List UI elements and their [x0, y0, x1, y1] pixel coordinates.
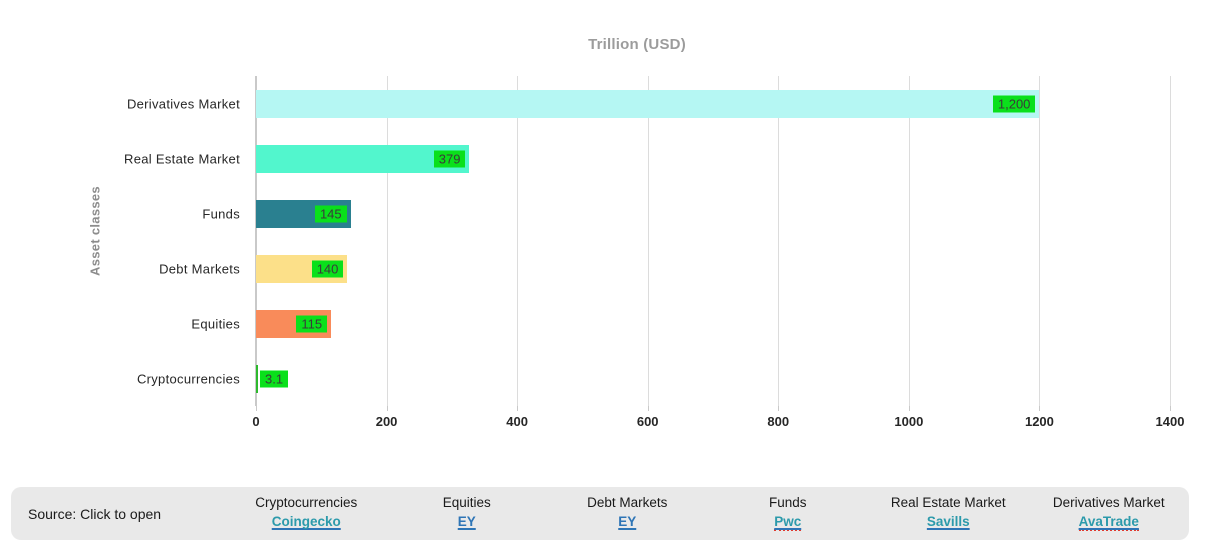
source-entry-debt-markets: Debt Markets EY: [547, 494, 708, 533]
tick-mark: [778, 406, 780, 411]
source-links: Cryptocurrencies Coingecko Equities EY Debt …: [226, 487, 1189, 540]
tick-mark: [1039, 406, 1041, 411]
x-tick-label: 200: [375, 414, 398, 429]
source-link-ey[interactable]: EY: [457, 514, 476, 530]
tick-mark: [517, 406, 519, 411]
bar-derivatives-market: 1,200: [256, 89, 1040, 118]
source-category-label: Real Estate Market: [890, 494, 1006, 510]
category-label: Derivatives Market: [126, 96, 240, 111]
chart-row: Debt Markets 140: [159, 241, 1170, 296]
gridline: [908, 76, 910, 406]
x-tick-label: 400: [506, 414, 528, 429]
tick-mark: [386, 406, 388, 411]
source-entry-funds: Funds Pwc: [708, 494, 869, 533]
chart-row: Cryptocurrencies 3.1: [137, 351, 1170, 406]
source-entry-cryptocurrencies: Cryptocurrencies Coingecko: [226, 494, 387, 533]
category-label: Real Estate Market: [124, 151, 240, 166]
bar-debt-markets: 140: [256, 254, 348, 283]
source-entry-real-estate-market: Real Estate Market Savills: [868, 494, 1029, 533]
value-label-cryptocurrencies: 3.1: [260, 370, 289, 387]
axis-zero-line: [255, 76, 257, 406]
gridline: [1170, 76, 1171, 406]
source-link-savills[interactable]: Savills: [926, 514, 970, 530]
source-category-label: Funds: [768, 494, 807, 510]
source-bar: Source: Click to open Cryptocurrencies Co…: [11, 487, 1189, 540]
tick-mark: [908, 406, 910, 411]
category-label: Funds: [202, 206, 240, 221]
bar-real-estate-market: 379: [256, 144, 470, 173]
gridline: [517, 76, 519, 406]
gridline: [647, 76, 649, 406]
source-category-label: Debt Markets: [587, 494, 668, 510]
chart-row: Equities 115: [191, 296, 1170, 351]
tick-mark: [1170, 406, 1171, 411]
plot-area: Derivatives Market 1,200 Real Estate Marke…: [124, 76, 1184, 429]
chart-row: Funds 145: [202, 186, 1170, 241]
bar-funds: 145: [256, 199, 351, 228]
source-link-coingecko[interactable]: Coingecko: [271, 514, 341, 530]
value-label-funds: 145: [314, 205, 347, 222]
source-entry-derivatives-market: Derivatives Market AvaTrade: [1029, 494, 1190, 533]
source-link-avatrade[interactable]: AvaTrade: [1078, 514, 1139, 532]
source-category-label: Cryptocurrencies: [255, 494, 358, 510]
bar-cryptocurrencies: 3.1: [256, 364, 289, 393]
source-link-ey[interactable]: EY: [618, 514, 637, 530]
tick-mark: [647, 406, 649, 411]
value-label-derivatives-market: 1,200: [992, 95, 1036, 112]
source-entry-equities: Equities EY: [387, 494, 548, 533]
value-label-real-estate-market: 379: [433, 150, 466, 167]
category-label: Cryptocurrencies: [136, 371, 240, 386]
tick-mark: [256, 406, 257, 411]
x-tick-label: 800: [767, 414, 790, 429]
x-tick-label: 600: [636, 414, 659, 429]
bar-rows: Derivatives Market 1,200 Real Estate Marke…: [124, 76, 1170, 406]
value-label-debt-markets: 140: [311, 260, 344, 277]
x-tick-label: 1200: [1024, 414, 1054, 429]
gridline: [1039, 76, 1041, 406]
gridline: [386, 76, 388, 406]
chart-row: Real Estate Market 379: [124, 131, 1170, 186]
category-label: Debt Markets: [159, 261, 240, 276]
x-tick-label: 1400: [1155, 414, 1185, 429]
chart-title: Trillion (USD): [588, 36, 686, 53]
source-link-pwc[interactable]: Pwc: [774, 514, 802, 532]
bar-equities: 115: [256, 309, 332, 338]
chart-row: Derivatives Market 1,200: [127, 76, 1170, 131]
x-tick-label: 1000: [894, 414, 924, 429]
gridline: [778, 76, 780, 406]
value-label-equities: 115: [296, 315, 328, 332]
source-category-label: Derivatives Market: [1052, 494, 1165, 510]
category-label: Equities: [191, 316, 240, 331]
y-axis-label: Asset classes: [87, 186, 103, 276]
source-category-label: Equities: [442, 494, 491, 510]
source-label: Source: Click to open: [28, 505, 162, 522]
x-tick-label: 0: [252, 414, 260, 429]
